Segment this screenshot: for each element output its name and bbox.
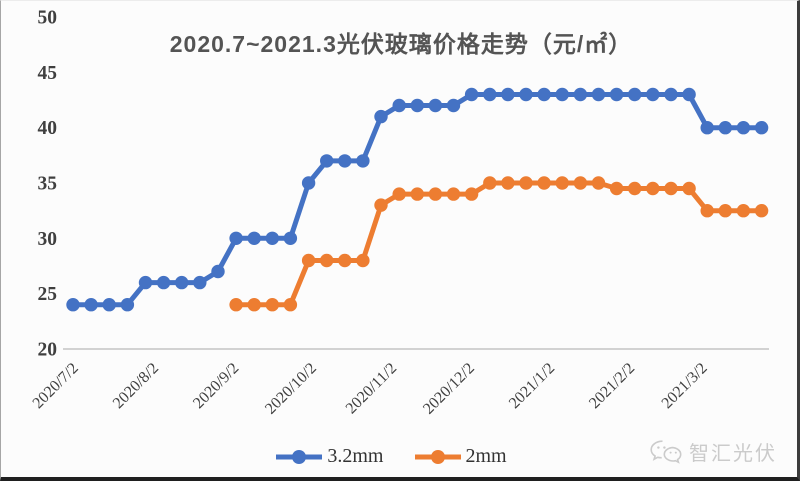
legend-item-2mm: 2mm <box>414 445 507 468</box>
svg-text:2021/2/2: 2021/2/2 <box>586 360 638 412</box>
svg-text:2020/7/2: 2020/7/2 <box>30 360 82 412</box>
series-line-2mm <box>233 180 765 308</box>
svg-text:2020/8/2: 2020/8/2 <box>110 360 162 412</box>
watermark: 智汇光伏 <box>649 437 777 466</box>
series-2mm <box>229 176 769 312</box>
x-axis-tick-labels: 2020/7/2 2020/8/2 2020/9/2 2020/10/2 2020/11… <box>30 360 711 418</box>
svg-text:2020/12/2: 2020/12/2 <box>420 360 478 418</box>
chart-title: 2020.7~2021.3光伏玻璃价格走势（元/㎡） <box>169 31 633 57</box>
series-3.2mm <box>66 87 769 312</box>
svg-text:35: 35 <box>38 173 58 194</box>
svg-text:2020/9/2: 2020/9/2 <box>190 360 242 412</box>
legend-marker-3.2mm <box>276 449 323 464</box>
legend-item-3.2mm: 3.2mm <box>275 445 384 468</box>
wechat-icon <box>650 439 682 464</box>
svg-text:30: 30 <box>38 229 58 250</box>
svg-text:25: 25 <box>38 284 58 305</box>
svg-text:2020/10/2: 2020/10/2 <box>262 360 320 418</box>
watermark-label: 智汇光伏 <box>689 443 777 465</box>
legend-label-3.2mm: 3.2mm <box>327 445 384 467</box>
svg-text:50: 50 <box>38 7 58 28</box>
svg-text:40: 40 <box>38 118 58 139</box>
svg-text:2021/1/2: 2021/1/2 <box>506 360 558 412</box>
svg-text:2021/3/2: 2021/3/2 <box>659 360 711 412</box>
svg-text:45: 45 <box>38 63 58 84</box>
y-axis-tick-labels: 20 25 30 35 40 45 50 <box>38 7 58 360</box>
svg-text:2020/11/2: 2020/11/2 <box>343 360 400 417</box>
legend-marker-2mm <box>414 449 461 464</box>
chart-legend: 3.2mm 2mm <box>1 445 781 468</box>
svg-text:20: 20 <box>38 340 58 361</box>
legend-label-2mm: 2mm <box>465 445 507 467</box>
